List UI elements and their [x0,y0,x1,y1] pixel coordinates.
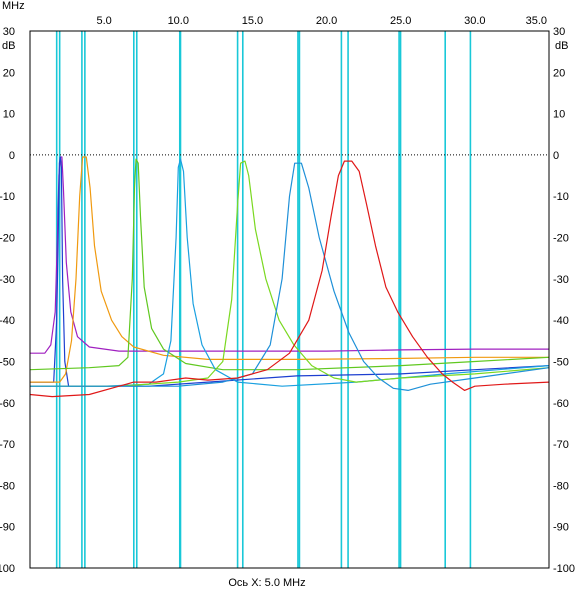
y-tick-label-left: 30 [3,26,15,38]
y-tick-label-right: 10 [553,109,565,121]
y-tick-label-right: 0 [553,150,559,162]
x-tick-label: 15.0 [242,15,263,27]
y-tick-label-right: -80 [553,480,569,492]
series-line-6 [30,160,550,387]
y-tick-label-left: -10 [0,191,15,203]
y-tick-label-right: -90 [553,522,569,534]
y-tick-label-left: 20 [3,67,15,79]
y-tick-label-right: -50 [553,356,569,368]
y-tick-label-right: -20 [553,233,569,245]
y-tick-label-left: -50 [0,356,15,368]
y-tick-label-left: -90 [0,522,15,534]
x-tick-label: 5.0 [96,15,111,27]
y-tick-label-left: -30 [0,274,15,286]
x-tick-label: 20.0 [316,15,337,27]
series-line-2 [30,156,550,387]
x-tick-label: 30.0 [464,15,485,27]
y-unit-label-left: dB [2,40,15,52]
x-unit-label: MHz [2,0,25,12]
y-tick-label-left: -70 [0,439,15,451]
y-tick-label-right: -10 [553,191,569,203]
y-tick-label-right: -60 [553,398,569,410]
y-tick-label-right: -70 [553,439,569,451]
y-tick-label-left: -60 [0,398,15,410]
tick-labels: 30 30 20 20 10 10 0 0 -10 -10 -20 -20 -30 -30 -40 -40 -5… [0,15,575,575]
y-tick-label-right: -30 [553,274,569,286]
y-tick-label-right: 30 [553,26,565,38]
series-line-5 [30,158,550,387]
y-tick-label-left: -80 [0,480,15,492]
x-tick-label: 35.0 [526,15,547,27]
y-tick-label-left: -40 [0,315,15,327]
series-group [29,156,550,398]
y-unit-label-right: dB [555,40,568,52]
series-line-8 [29,160,550,398]
y-tick-label-left: 0 [9,150,15,162]
x-tick-label: 10.0 [168,15,189,27]
x-tick-label: 25.0 [390,15,411,27]
series-line-4 [29,158,550,371]
band-marker-lines [55,31,472,568]
y-tick-label-right: 20 [553,67,565,79]
y-tick-label-right: -100 [553,563,575,575]
x-axis-label: Ось X: 5.0 MHz [228,577,305,589]
y-tick-label-left: 10 [3,109,15,121]
y-tick-label-left: -20 [0,233,15,245]
y-tick-label-right: -40 [553,315,569,327]
plot-frame [29,30,550,569]
series-line-1 [30,156,549,354]
y-tick-label-left: -100 [0,563,15,575]
